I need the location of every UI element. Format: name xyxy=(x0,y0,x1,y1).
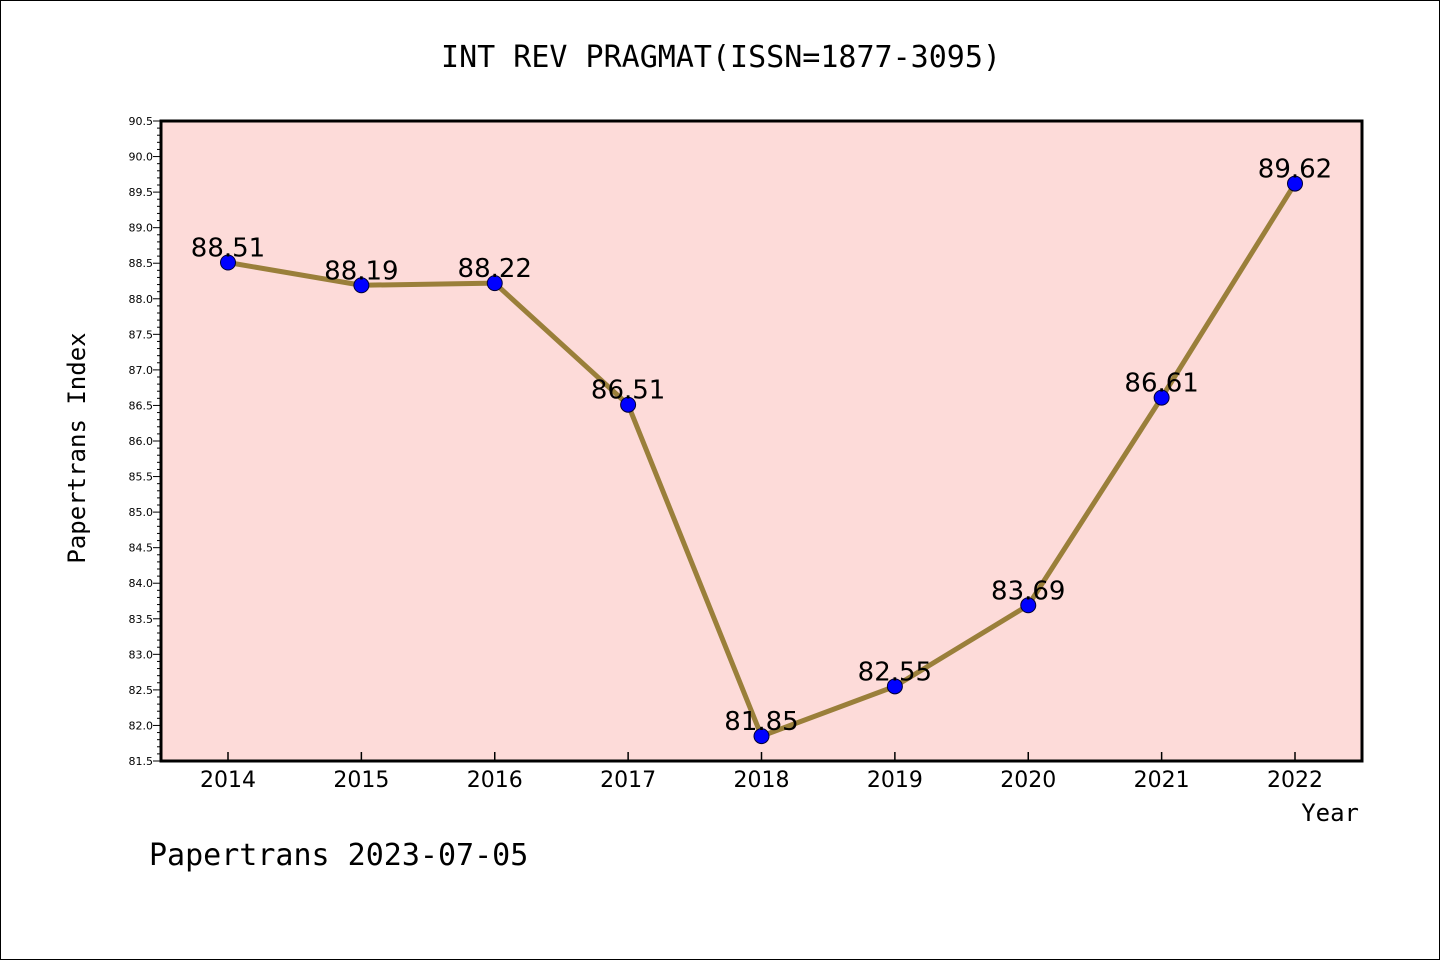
data-point xyxy=(1020,597,1037,614)
x-axis-label: Year xyxy=(1301,799,1359,827)
y-tick-label: 85.5 xyxy=(129,471,154,484)
data-label: 88.51 xyxy=(191,234,265,264)
data-label: 83.69 xyxy=(991,576,1065,606)
data-label: 88.19 xyxy=(324,256,398,286)
y-tick-label: 90.0 xyxy=(129,151,154,164)
data-label: 81.85 xyxy=(724,707,798,737)
plot-background xyxy=(161,121,1362,761)
y-tick-label: 87.5 xyxy=(129,328,154,341)
y-tick-label: 88.0 xyxy=(129,293,154,306)
x-tick-label: 2022 xyxy=(1267,768,1323,793)
data-label: 89.62 xyxy=(1258,155,1332,185)
y-tick-label: 87.0 xyxy=(129,364,154,377)
x-tick-label: 2015 xyxy=(333,768,389,793)
data-point xyxy=(1287,175,1303,192)
y-tick-label: 82.5 xyxy=(129,684,154,697)
chart-title: INT REV PRAGMAT(ISSN=1877-3095) xyxy=(441,40,1001,75)
x-tick-label: 2017 xyxy=(600,768,656,793)
y-tick-label: 88.5 xyxy=(129,257,154,270)
data-point xyxy=(1153,389,1170,406)
y-tick-label: 86.0 xyxy=(129,435,154,448)
data-point xyxy=(486,275,503,292)
y-tick-label: 85.0 xyxy=(129,506,154,519)
data-point xyxy=(620,396,637,413)
x-tick-label: 2020 xyxy=(1000,768,1056,793)
y-tick-label: 89.5 xyxy=(129,186,154,199)
y-tick-label: 81.5 xyxy=(129,755,154,768)
x-tick-label: 2014 xyxy=(200,768,256,793)
x-tick-label: 2019 xyxy=(867,768,923,793)
y-tick-label: 82.0 xyxy=(129,719,154,732)
footer-text: Papertrans 2023-07-05 xyxy=(149,838,528,873)
y-tick-label: 83.0 xyxy=(129,648,154,661)
y-tick-label: 84.0 xyxy=(129,577,154,590)
y-axis-label: Papertrans Index xyxy=(63,332,91,563)
data-point xyxy=(220,254,236,271)
x-tick-label: 2021 xyxy=(1134,768,1190,793)
data-label: 88.22 xyxy=(458,254,532,284)
plot-area: 81.5 82.0 82.5 83.0 83.5 84.0 84.5 85.0 85.5 86.0… xyxy=(129,115,1364,793)
data-point xyxy=(753,728,770,745)
data-label: 86.51 xyxy=(591,376,665,406)
data-point xyxy=(886,678,903,695)
y-tick-label: 84.5 xyxy=(129,542,154,555)
data-point xyxy=(353,277,370,294)
x-tick-label: 2016 xyxy=(467,768,523,793)
plot-border xyxy=(159,119,1364,763)
data-label: 82.55 xyxy=(858,657,932,687)
y-tick-label: 89.0 xyxy=(129,222,154,235)
y-tick-label: 83.5 xyxy=(129,613,154,626)
y-tick-label: 86.5 xyxy=(129,399,154,412)
x-tick-label: 2018 xyxy=(734,768,790,793)
data-label: 86.61 xyxy=(1124,369,1198,399)
y-tick-label: 90.5 xyxy=(129,115,154,128)
